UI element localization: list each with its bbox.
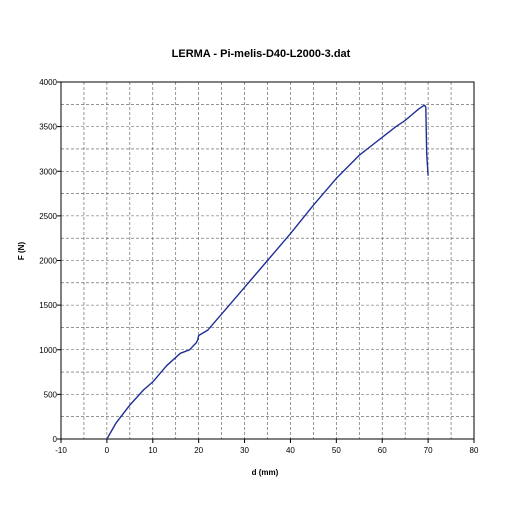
y-tick-label: 4000: [39, 78, 57, 87]
x-axis-label: d (mm): [252, 468, 279, 477]
chart-title: LERMA - Pi-melis-D40-L2000-3.dat: [172, 48, 351, 60]
series-line: [106, 104, 429, 440]
x-tick-label: -10: [55, 446, 67, 455]
y-tick-label: 0: [53, 435, 58, 444]
y-axis-ticks: 0 500 1000 1500 2000 2500 3000 3500 4000: [39, 78, 61, 444]
grid-lines: [61, 82, 474, 439]
y-tick-label: 500: [44, 390, 58, 399]
x-tick-label: 10: [148, 446, 157, 455]
series-group: [106, 104, 429, 440]
y-tick-label: 2500: [39, 212, 57, 221]
x-tick-label: 60: [378, 446, 387, 455]
x-tick-label: 50: [332, 446, 341, 455]
x-tick-label: 0: [105, 446, 110, 455]
x-tick-label: 30: [240, 446, 249, 455]
y-tick-label: 3500: [39, 123, 57, 132]
y-tick-label: 1000: [39, 346, 57, 355]
y-tick-label: 1500: [39, 301, 57, 310]
x-tick-label: 80: [470, 446, 479, 455]
x-tick-label: 20: [194, 446, 203, 455]
y-tick-label: 3000: [39, 167, 57, 176]
y-axis-label: F (N): [17, 242, 26, 261]
x-axis-ticks: -10 0 10 20 30 40 50 60 70 80: [55, 439, 479, 455]
y-tick-label: 2000: [39, 257, 57, 266]
x-tick-label: 40: [286, 446, 295, 455]
x-tick-label: 70: [424, 446, 433, 455]
